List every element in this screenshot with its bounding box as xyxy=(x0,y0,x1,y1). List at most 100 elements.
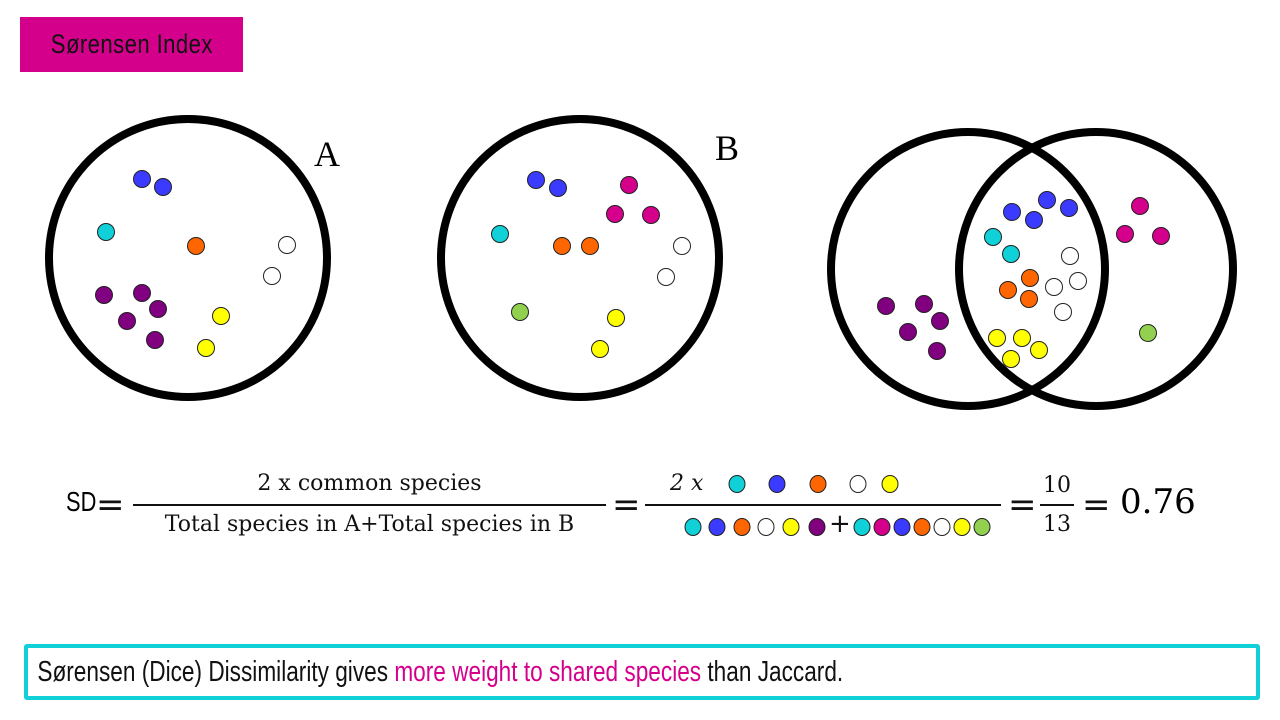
species-dot-blue xyxy=(893,518,911,536)
fraction-bar-3 xyxy=(1040,504,1074,506)
formula-result: 0.76 xyxy=(1120,482,1196,522)
set-a-circle xyxy=(45,115,331,401)
species-dot-yellow xyxy=(212,307,230,325)
species-dot-white xyxy=(1069,272,1087,290)
species-dot-cyan xyxy=(491,225,509,243)
set-a-label: A xyxy=(314,134,340,174)
species-dot-orange xyxy=(187,237,205,255)
species-dot-purple xyxy=(808,518,826,536)
species-dot-cyan xyxy=(684,518,702,536)
species-dot-white xyxy=(1054,303,1072,321)
species-dot-orange xyxy=(553,237,571,255)
species-dot-blue xyxy=(527,171,545,189)
species-dot-blue xyxy=(1025,211,1043,229)
fraction-bar-1 xyxy=(133,504,606,506)
equals-sign-3: = xyxy=(1008,485,1037,525)
species-dot-white xyxy=(673,237,691,255)
species-dot-white xyxy=(757,518,775,536)
species-dot-white xyxy=(263,267,281,285)
species-dot-yellow xyxy=(953,518,971,536)
equals-sign-2: = xyxy=(612,485,641,525)
species-dot-yellow xyxy=(1002,350,1020,368)
species-dot-purple xyxy=(928,342,946,360)
species-dot-yellow xyxy=(607,309,625,327)
species-dot-orange xyxy=(913,518,931,536)
formula-denominator: Total species in A+Total species in B xyxy=(164,512,575,537)
set-b-circle xyxy=(437,115,723,401)
fraction-bar-2 xyxy=(645,504,1001,506)
species-dot-yellow xyxy=(197,339,215,357)
species-dot-purple xyxy=(877,297,895,315)
species-dot-cyan xyxy=(853,518,871,536)
species-dot-yellow xyxy=(782,518,800,536)
species-dot-purple xyxy=(95,286,113,304)
set-b-species xyxy=(491,171,691,358)
fraction-numerator: 10 xyxy=(1043,473,1071,498)
species-dot-orange xyxy=(1020,290,1038,308)
species-dot-white xyxy=(1061,247,1079,265)
species-dot-cyan xyxy=(97,223,115,241)
species-dot-blue xyxy=(768,475,786,493)
species-dot-orange xyxy=(733,518,751,536)
species-dot-white xyxy=(657,268,675,286)
species-dot-orange xyxy=(581,237,599,255)
species-dot-blue xyxy=(1038,191,1056,209)
species-dot-magenta xyxy=(1116,225,1134,243)
species-dot-orange xyxy=(999,281,1017,299)
set-b-label: B xyxy=(715,128,739,168)
venn-diagram xyxy=(827,128,1237,410)
species-dot-magenta xyxy=(606,205,624,223)
species-dot-blue xyxy=(1060,199,1078,217)
set-a-diagram: A xyxy=(45,115,340,401)
species-dot-yellow xyxy=(1030,341,1048,359)
equals-sign-1: = xyxy=(96,485,125,525)
species-dot-white xyxy=(278,236,296,254)
species-dot-blue xyxy=(154,178,172,196)
species-dot-white xyxy=(849,475,867,493)
species-dot-purple xyxy=(146,331,164,349)
formula-lhs: SD xyxy=(66,486,97,517)
species-dot-yellow xyxy=(591,340,609,358)
species-dot-blue xyxy=(133,170,151,188)
note-text: Sørensen (Dice) Dissimilarity gives more… xyxy=(28,656,843,689)
species-dot-purple xyxy=(133,284,151,302)
venn-circle-a xyxy=(827,128,1109,410)
note-highlight: more weight to shared species xyxy=(394,655,702,688)
page-title: Sørensen Index xyxy=(50,29,213,59)
species-dot-cyan xyxy=(1002,245,1020,263)
equals-sign-4: = xyxy=(1082,485,1111,525)
species-dot-magenta xyxy=(873,518,891,536)
formula-species-dots xyxy=(684,475,991,536)
species-dot-cyan xyxy=(984,228,1002,246)
venn-species xyxy=(877,191,1170,368)
note-box: Sørensen (Dice) Dissimilarity gives more… xyxy=(24,644,1260,700)
note-prefix: Sørensen (Dice) Dissimilarity gives xyxy=(37,655,395,688)
species-dot-blue xyxy=(708,518,726,536)
species-dot-purple xyxy=(899,323,917,341)
species-dot-orange xyxy=(809,475,827,493)
species-dot-blue xyxy=(1003,203,1021,221)
set-b-diagram: B xyxy=(437,115,739,401)
fraction-denominator: 13 xyxy=(1043,512,1071,537)
species-dot-orange xyxy=(1021,269,1039,287)
plus-sign: + xyxy=(829,509,851,539)
species-dot-purple xyxy=(118,312,136,330)
species-dot-white xyxy=(933,518,951,536)
species-dot-purple xyxy=(915,295,933,313)
species-dot-purple xyxy=(149,300,167,318)
species-dot-magenta xyxy=(642,206,660,224)
species-dot-yellow xyxy=(1013,329,1031,347)
species-dot-cyan xyxy=(728,475,746,493)
species-dot-blue xyxy=(549,179,567,197)
species-dot-purple xyxy=(931,312,949,330)
species-dot-green xyxy=(511,303,529,321)
species-dot-green xyxy=(973,518,991,536)
species-dot-white xyxy=(1045,278,1063,296)
species-dot-yellow xyxy=(881,475,899,493)
formula-numerator: 2 x common species xyxy=(257,471,482,496)
set-a-species xyxy=(95,170,296,357)
species-dot-magenta xyxy=(620,176,638,194)
title-banner: Sørensen Index xyxy=(20,17,243,72)
species-dot-green xyxy=(1139,324,1157,342)
